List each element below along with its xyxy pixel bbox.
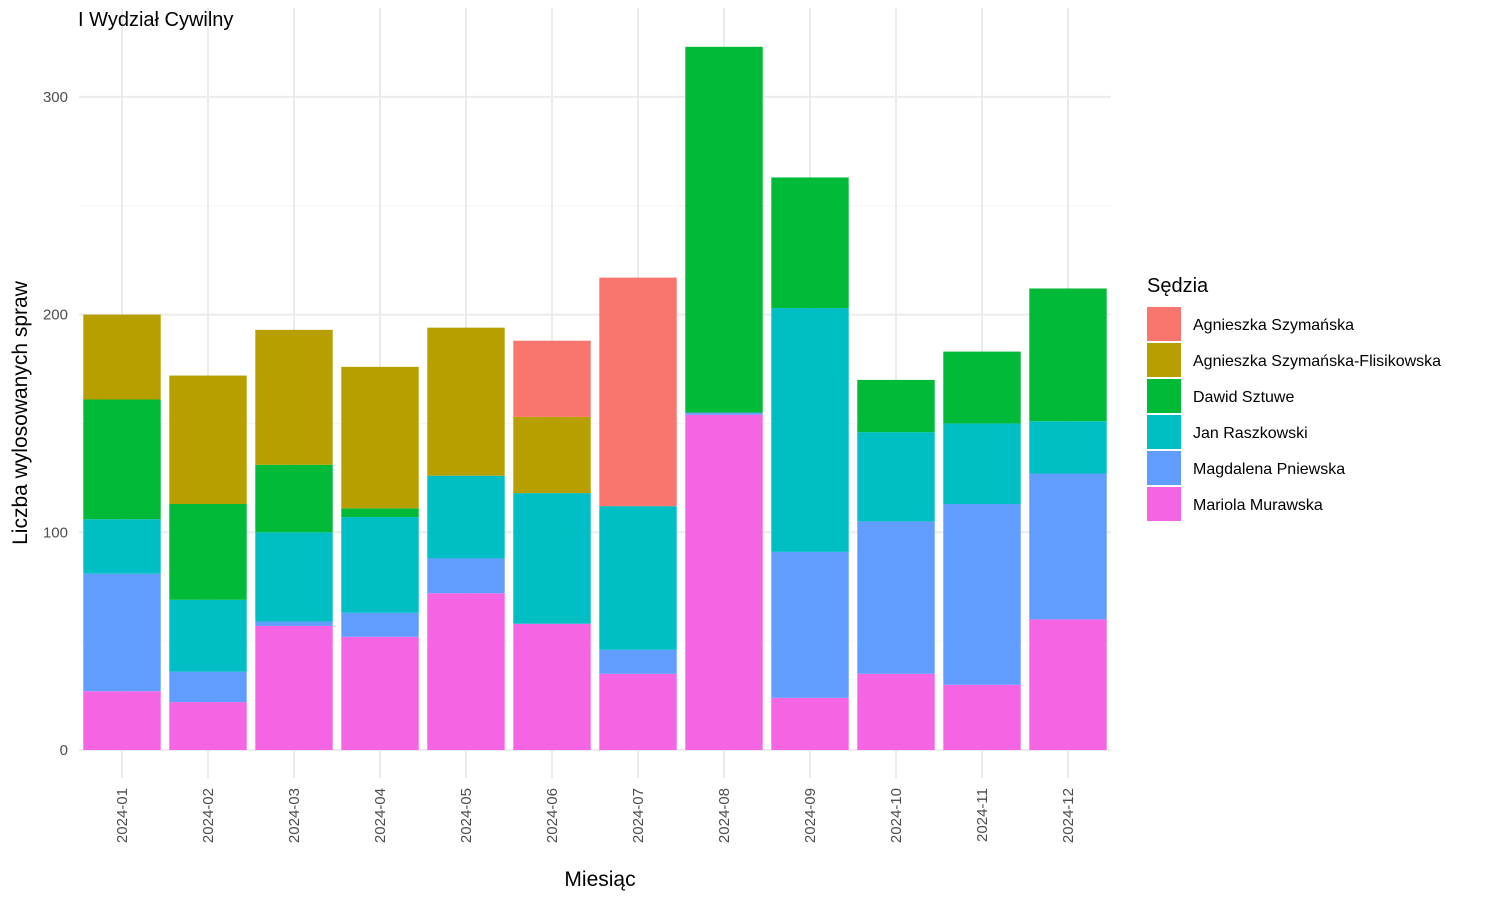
bar-segment [83,519,161,574]
bar-segment [427,327,505,476]
x-tick-label: 2024-03 [286,788,303,843]
x-tick-label: 2024-01 [114,788,131,843]
x-tick-label: 2024-05 [458,788,475,843]
bar-segment [771,697,849,750]
bar-segment [341,508,419,518]
bar-segment [169,671,247,703]
x-tick-label: 2024-07 [630,788,647,843]
y-axis-title: Liczba wylosowanych spraw [9,280,32,545]
bar-segment [943,503,1021,685]
bar-segment [169,702,247,750]
bar-segment [513,623,591,750]
x-tick-label: 2024-10 [888,788,905,843]
bar-segment [341,612,419,637]
legend-swatch [1147,487,1181,521]
y-tick-label: 100 [43,524,68,541]
bar-segment [255,625,333,750]
bar-segment [599,649,677,674]
x-axis-title: Miesiąc [564,868,635,891]
x-tick-label: 2024-12 [1060,788,1077,843]
bar-segment [771,551,849,698]
bar-segment [169,375,247,504]
bar-segment [685,414,763,750]
bar-segment [685,412,763,415]
y-tick-label: 200 [43,307,68,324]
bar-segment [255,621,333,626]
y-axis-ticks: 0 100 200 300 [43,89,68,759]
x-tick-label: 2024-04 [372,788,389,843]
legend-swatch [1147,379,1181,413]
bar-segment [943,351,1021,424]
legend-swatch [1147,343,1181,377]
bar-segment [1029,619,1107,750]
x-tick-label: 2024-02 [200,788,217,843]
legend-label: Mariola Murawska [1193,497,1323,514]
bar-segment [771,308,849,552]
bar-segment [255,329,333,465]
bar-segment [943,423,1021,504]
legend-swatch [1147,451,1181,485]
bar-segment [1029,473,1107,620]
bars [83,46,1107,750]
bar-segment [83,399,161,520]
legend-label: Jan Raszkowski [1193,425,1308,442]
legend: Sędzia Agnieszka Szymańska Agnieszka Szym… [1147,275,1441,521]
x-tick-label: 2024-11 [974,788,991,842]
bar-segment [427,593,505,750]
bar-segment [513,493,591,624]
legend-swatch [1147,307,1181,341]
bar-segment [1029,421,1107,474]
legend-title: Sędzia [1147,275,1209,297]
bar-segment [83,573,161,692]
bar-segment [513,416,591,494]
bar-segment [771,177,849,309]
bar-segment [943,684,1021,750]
legend-label: Magdalena Pniewska [1193,461,1345,478]
bar-segment [513,340,591,417]
bar-segment [341,366,419,509]
bar-segment [599,277,677,507]
bar-segment [341,517,419,613]
bar-segment [599,673,677,750]
bar-segment [685,46,763,413]
bar-segment [857,432,935,522]
legend-label: Agnieszka Szymańska-Flisikowska [1193,353,1441,370]
bar-segment [857,521,935,674]
bar-segment [857,379,935,433]
chart-title: I Wydział Cywilny [78,9,233,31]
legend-label: Agnieszka Szymańska [1193,317,1354,334]
x-tick-label: 2024-06 [544,788,561,843]
bar-segment [255,464,333,533]
bar-segment [599,506,677,650]
x-tick-label: 2024-09 [802,788,819,843]
bar-segment [169,503,247,600]
x-axis-ticks: 2024-01 2024-02 2024-03 2024-04 2024-05 2024-… [114,788,1077,843]
y-tick-label: 0 [60,742,68,759]
bar-segment [1029,288,1107,422]
bar-segment [341,636,419,750]
bar-segment [427,475,505,559]
y-tick-label: 300 [43,89,68,106]
bar-segment [83,314,161,400]
bar-segment [427,558,505,594]
x-tick-label: 2024-08 [716,788,733,843]
legend-swatch [1147,415,1181,449]
bar-segment [83,691,161,750]
legend-label: Dawid Sztuwe [1193,389,1294,406]
bar-segment [169,599,247,672]
bar-segment [857,673,935,750]
bar-segment [255,532,333,622]
